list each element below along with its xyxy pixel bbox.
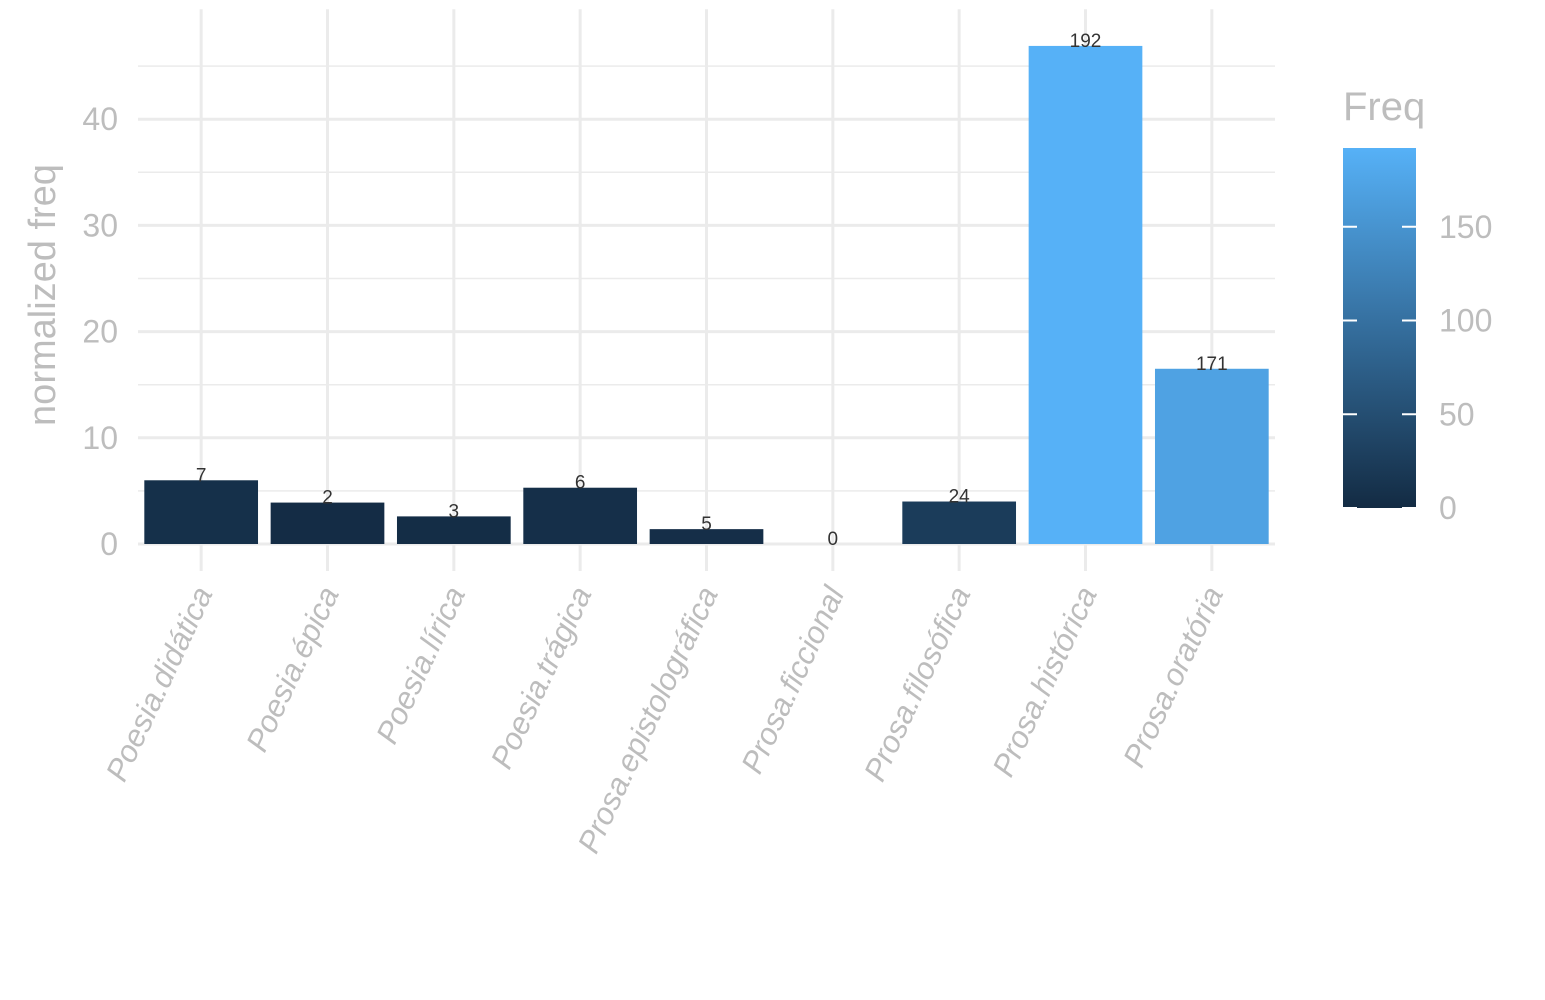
x-tick-label: Poesia.didática — [99, 581, 220, 786]
data-label: 0 — [828, 529, 839, 550]
bar — [396, 516, 511, 544]
legend-tick-label: 100 — [1439, 303, 1492, 339]
bars — [144, 45, 1269, 545]
bar — [523, 487, 638, 544]
y-axis: 0 10 20 30 40 — [82, 101, 118, 562]
y-tick-label: 30 — [82, 207, 118, 243]
y-axis-title: normalized freq — [22, 164, 64, 426]
x-tick-label: Prosa.ficcional — [734, 580, 851, 779]
data-label: 6 — [575, 473, 586, 494]
data-label: 192 — [1070, 31, 1102, 52]
data-label: 3 — [449, 501, 460, 522]
y-tick-label: 0 — [100, 526, 118, 562]
legend-tick-label: 0 — [1439, 490, 1457, 526]
y-tick-label: 10 — [82, 420, 118, 456]
bar — [270, 502, 385, 544]
x-tick-label: Prosa.filosófica — [857, 581, 978, 786]
data-label: 7 — [196, 465, 207, 486]
data-label: 24 — [949, 487, 971, 508]
bar — [649, 529, 764, 544]
y-tick-label: 40 — [82, 101, 118, 137]
x-tick-label: Poesia.épica — [239, 581, 346, 757]
data-label: 171 — [1196, 354, 1228, 375]
legend-tick-label: 50 — [1439, 396, 1475, 432]
x-tick-label: Prosa.oratória — [1116, 581, 1230, 772]
color-legend: Freq 0 50 100 150 — [1343, 85, 1492, 526]
bar — [1154, 368, 1269, 544]
data-label: 2 — [322, 488, 333, 509]
x-tick-label: Poesia.trágica — [484, 581, 599, 774]
legend-title: Freq — [1343, 85, 1425, 129]
data-label: 5 — [701, 514, 712, 535]
legend-tick-label: 150 — [1439, 209, 1492, 245]
bar — [902, 501, 1017, 544]
data-labels: 7 2 3 6 5 0 24 192 171 — [196, 31, 1228, 550]
x-axis: Poesia.didática Poesia.épica Poesia.lírica… — [99, 580, 1230, 858]
bar — [1028, 45, 1143, 545]
x-tick-label: Prosa.epistolográfica — [571, 581, 725, 858]
x-tick-label: Poesia.lírica — [369, 581, 472, 749]
bar — [144, 480, 259, 544]
legend-colorbar — [1343, 148, 1416, 508]
x-tick-label: Prosa.histórica — [985, 581, 1103, 782]
y-tick-label: 20 — [82, 314, 118, 350]
